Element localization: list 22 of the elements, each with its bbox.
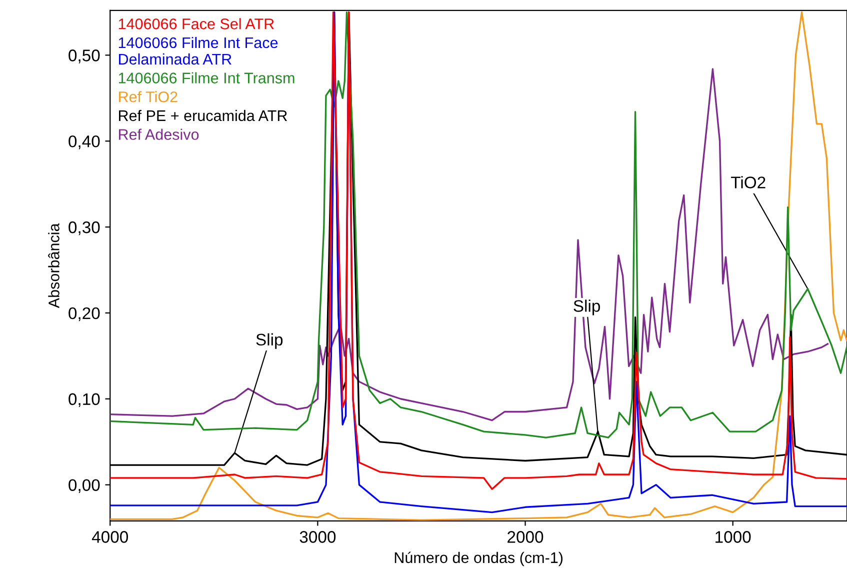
x-tick-label: 1000 xyxy=(716,531,751,543)
annotation: TiO2 xyxy=(730,176,766,188)
text: Ref TiO2 xyxy=(119,91,178,102)
text: 1406066 Face Sel ATR xyxy=(118,18,274,30)
x-axis-title: Número de ondas (cm-1) xyxy=(394,552,563,566)
text: Ref PE + erucamida ATR xyxy=(119,110,288,122)
y-tick-label: 0,10 xyxy=(68,393,100,408)
text: 1406066 Filme Int Face Delaminada ATR xyxy=(118,36,278,65)
y-axis-title: Absorbância xyxy=(48,223,60,308)
text: 1406066 Filme Int Transm xyxy=(118,72,294,84)
y-tick-label: 0,40 xyxy=(68,135,100,150)
y-tick-label: 0,20 xyxy=(68,307,100,322)
y-tick-label: 0,30 xyxy=(68,221,100,236)
x-tick-label: 3000 xyxy=(300,531,336,543)
y-tick-label: 0,00 xyxy=(68,479,100,493)
line-series xyxy=(110,68,829,422)
annotation: Slip xyxy=(574,300,600,316)
x-tick-label: 2000 xyxy=(508,531,544,543)
annotation: Slip xyxy=(256,333,283,349)
y-tick-label: 0,50 xyxy=(68,50,100,64)
text: Ref Adesivo xyxy=(119,128,199,140)
x-tick-label: 4000 xyxy=(92,531,128,543)
